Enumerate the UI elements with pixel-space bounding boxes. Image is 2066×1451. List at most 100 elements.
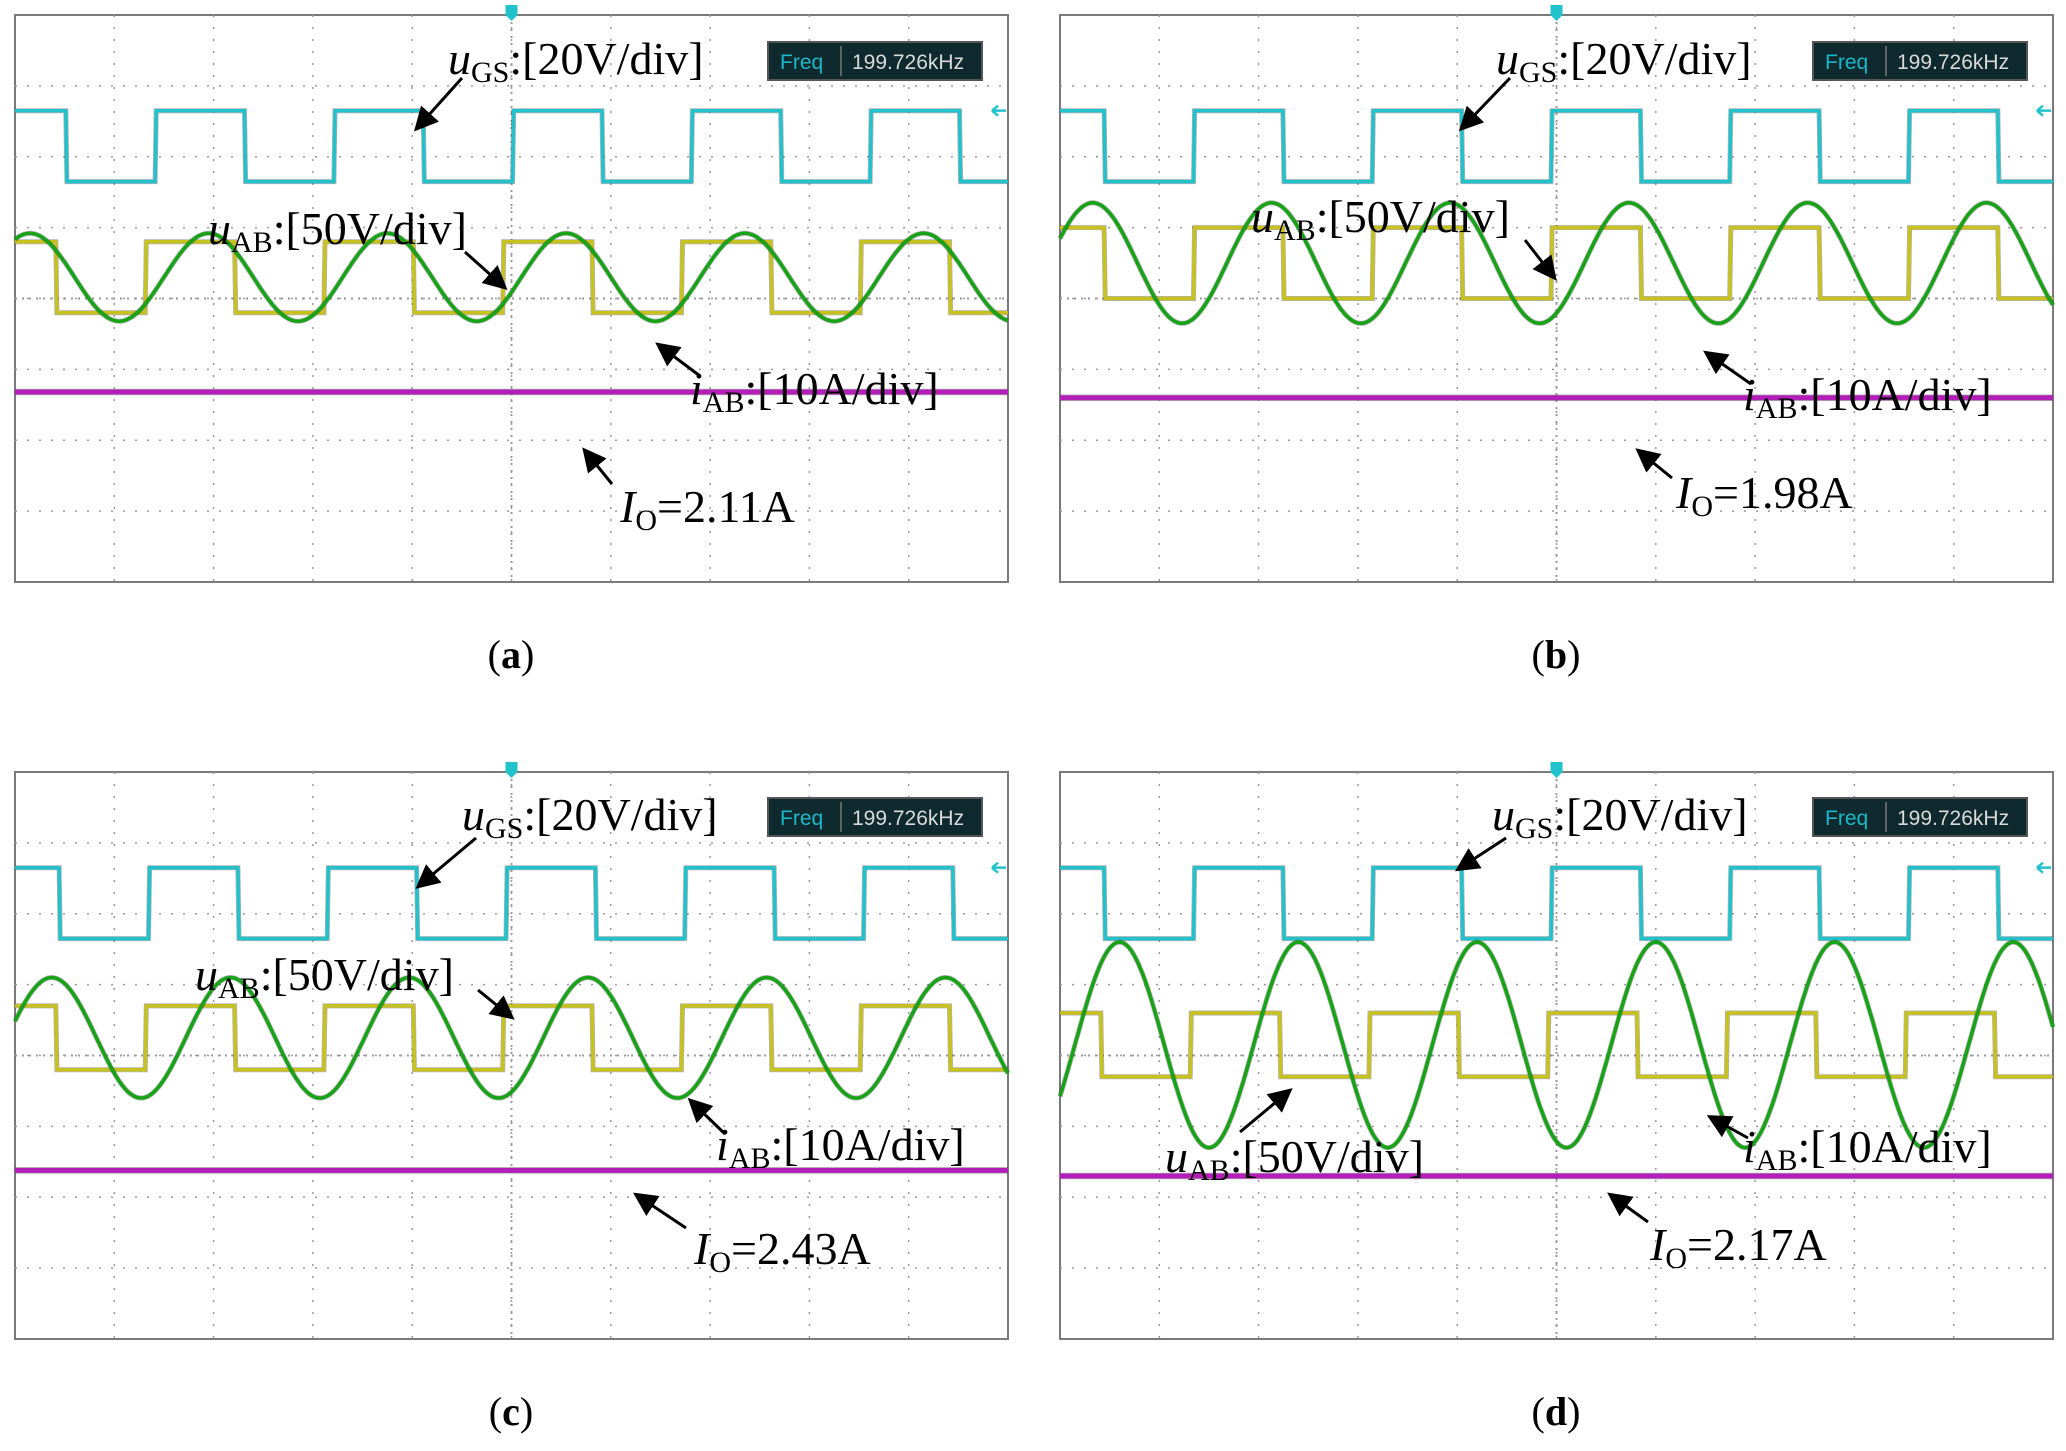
io-value: =2.11A	[657, 481, 795, 532]
io-label: IO=1.98A	[1675, 467, 1853, 523]
freq-label: Freq	[1825, 51, 1868, 74]
iab-symbol: i	[1743, 369, 1756, 420]
iab-label: iAB:[10A/div]	[1743, 369, 1992, 425]
panel-caption: (b)	[1532, 632, 1581, 677]
trace-uGS	[14, 108, 1009, 184]
iab-arrow	[655, 342, 701, 378]
trigger-marker-icon	[505, 762, 518, 778]
scope-grid	[15, 772, 1008, 1339]
panel-caption-letter: c	[502, 1389, 520, 1434]
io-label: IO=2.43A	[693, 1223, 871, 1279]
uab-symbol: u	[195, 949, 218, 1000]
io-value: =2.17A	[1687, 1219, 1827, 1270]
uab-scale: :[50V/div]	[260, 949, 454, 1000]
panel-c: Freq 199.726kHzuGS:[20V/div]uAB:[50V/div]…	[12, 762, 1011, 1340]
io-symbol: I	[1675, 467, 1694, 518]
iab-arrow	[687, 1097, 727, 1136]
ugs-scale: :[20V/div]	[523, 789, 717, 840]
ugs-label: uGS:[20V/div]	[462, 789, 718, 845]
ugs-arrow	[1458, 76, 1512, 132]
scope-grid	[15, 15, 1008, 582]
iab-scale: :[10A/div]	[1797, 369, 1991, 420]
ugs-subscript: GS	[471, 56, 509, 89]
trigger-marker-icon	[1550, 762, 1563, 778]
io-symbol: I	[693, 1223, 712, 1274]
panel-caption-letter: b	[1545, 632, 1567, 677]
iab-arrow	[1706, 1115, 1749, 1140]
trace-iAB	[1058, 201, 2055, 326]
ugs-scale: :[20V/div]	[509, 33, 703, 84]
io-symbol: I	[1649, 1219, 1668, 1270]
iab-subscript: AB	[729, 1142, 771, 1175]
uab-symbol: u	[1165, 1131, 1188, 1182]
iab-subscript: AB	[1756, 392, 1798, 425]
panel-caption: (d)	[1532, 1389, 1581, 1434]
iab-subscript: AB	[703, 386, 745, 419]
io-symbol: I	[619, 481, 638, 532]
ugs-arrow	[415, 836, 477, 889]
panel-b: Freq 199.726kHzuGS:[20V/div]uAB:[50V/div]…	[1057, 5, 2056, 583]
io-arrow	[633, 1192, 687, 1230]
uab-arrow	[1523, 239, 1557, 281]
uab-subscript: AB	[1188, 1154, 1230, 1187]
uab-label: uAB:[50V/div]	[208, 203, 467, 259]
io-subscript: O	[635, 504, 657, 537]
uab-scale: :[50V/div]	[273, 203, 467, 254]
io-value: =2.43A	[731, 1223, 871, 1274]
freq-value: 199.726kHz	[1897, 51, 2009, 74]
uab-subscript: AB	[218, 972, 260, 1005]
io-arrow	[1607, 1192, 1649, 1224]
uab-symbol: u	[208, 203, 231, 254]
ugs-label: uGS:[20V/div]	[1492, 789, 1748, 845]
panel-caption-letter: a	[501, 632, 521, 677]
panel-d: Freq 199.726kHzuGS:[20V/div]uAB:[50V/div]…	[1057, 762, 2056, 1340]
io-label: IO=2.11A	[619, 481, 795, 537]
iab-symbol: i	[1743, 1121, 1756, 1172]
uab-arrow	[1239, 1088, 1293, 1134]
trace-iAB	[1058, 940, 2055, 1150]
ugs-label: uGS:[20V/div]	[1496, 33, 1752, 89]
io-subscript: O	[1691, 490, 1713, 523]
iab-subscript: AB	[1756, 1144, 1798, 1177]
uab-arrow	[477, 988, 515, 1020]
io-value: =1.98A	[1713, 467, 1853, 518]
freq-readout: Freq 199.726kHz	[767, 41, 983, 81]
ugs-symbol: u	[462, 789, 485, 840]
freq-value: 199.726kHz	[1897, 807, 2009, 830]
io-arrow	[582, 447, 614, 485]
panel-caption: (a)	[488, 632, 535, 677]
trace-uGS	[14, 865, 1009, 941]
iab-symbol: i	[716, 1119, 729, 1170]
freq-value: 199.726kHz	[852, 51, 964, 74]
freq-label: Freq	[780, 807, 823, 830]
trace-uGS	[1059, 108, 2054, 184]
panel-caption: (c)	[489, 1389, 533, 1434]
ugs-label: uGS:[20V/div]	[448, 33, 704, 89]
freq-label: Freq	[780, 51, 823, 74]
iab-arrow	[1703, 350, 1752, 386]
uab-symbol: u	[1251, 191, 1274, 242]
freq-readout: Freq 199.726kHz	[1812, 797, 2028, 837]
io-label: IO=2.17A	[1649, 1219, 1827, 1275]
panel-caption-letter: d	[1545, 1389, 1567, 1434]
ugs-subscript: GS	[485, 812, 523, 845]
channel-ref-marker-icon	[991, 104, 1006, 117]
uab-arrow	[463, 250, 508, 291]
ugs-scale: :[20V/div]	[1557, 33, 1751, 84]
trace-iAB	[13, 975, 1010, 1100]
io-subscript: O	[709, 1246, 731, 1279]
uab-scale: :[50V/div]	[1316, 191, 1510, 242]
channel-ref-marker-icon	[2036, 104, 2051, 117]
uab-label: uAB:[50V/div]	[1165, 1131, 1424, 1187]
ugs-scale: :[20V/div]	[1553, 789, 1747, 840]
trigger-marker-icon	[505, 5, 518, 21]
ugs-symbol: u	[1496, 33, 1519, 84]
freq-label: Freq	[1825, 807, 1868, 830]
trigger-marker-icon	[1550, 5, 1563, 21]
ugs-subscript: GS	[1515, 812, 1553, 845]
ugs-symbol: u	[1492, 789, 1515, 840]
scope-grid	[1060, 772, 2053, 1339]
trace-iAB	[13, 231, 1009, 323]
iab-label: iAB:[10A/div]	[716, 1119, 965, 1175]
ugs-subscript: GS	[1519, 56, 1557, 89]
